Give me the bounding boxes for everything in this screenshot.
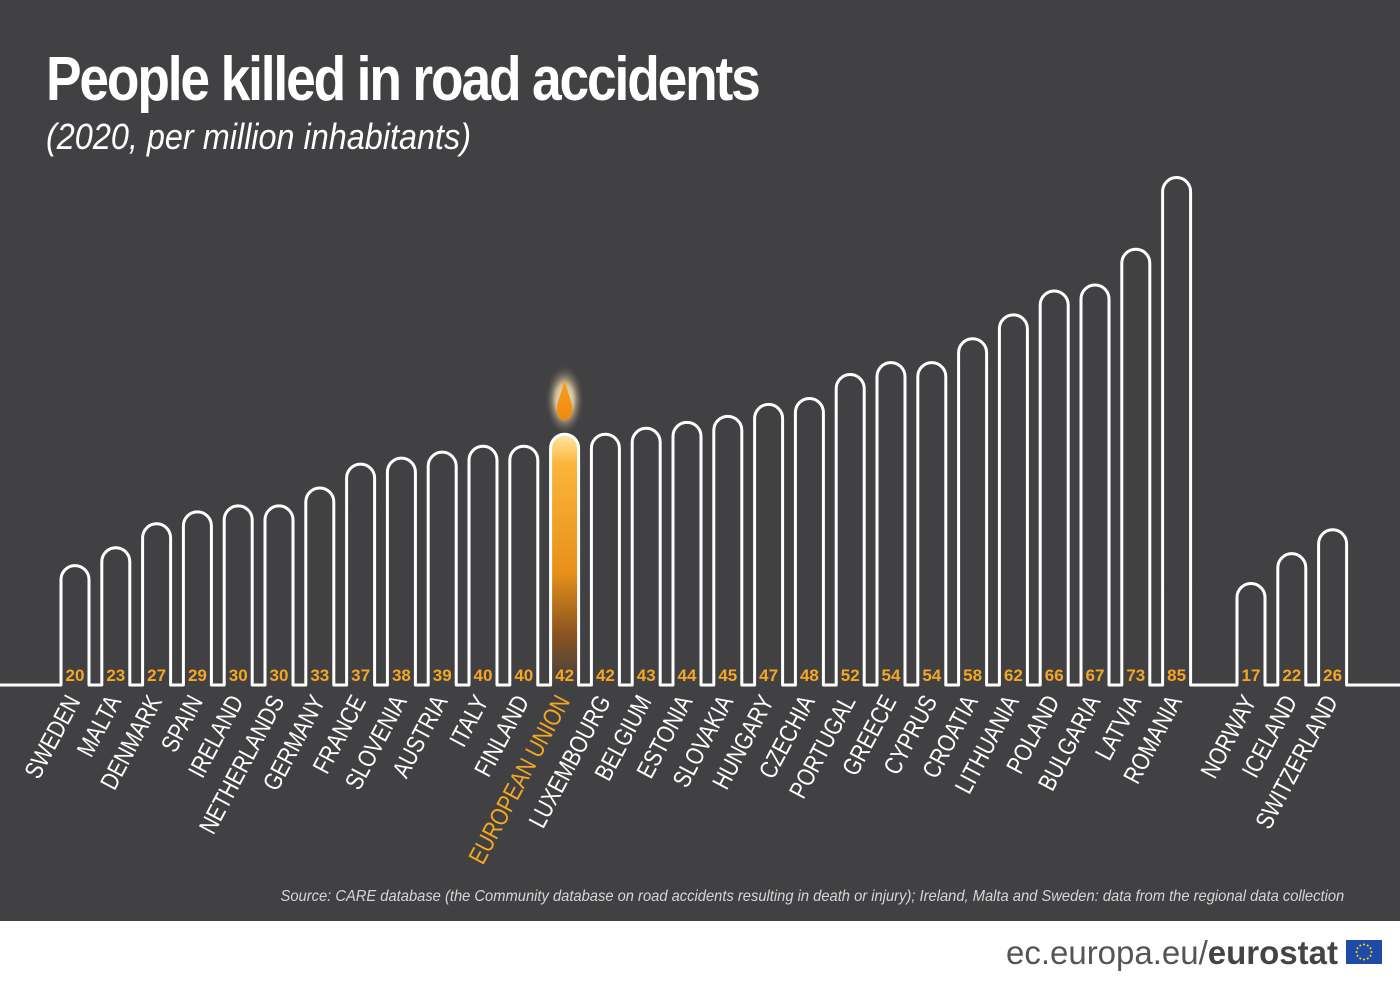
value-label-croatia: 58 [963, 666, 982, 685]
value-label-romania: 85 [1167, 666, 1186, 685]
bar-denmark [143, 524, 171, 685]
value-label-sweden: 20 [66, 666, 85, 685]
value-label-malta: 23 [106, 666, 125, 685]
value-label-european-union: 42 [555, 666, 574, 685]
bar-belgium [632, 428, 660, 685]
bar-croatia [959, 339, 987, 685]
labels-layer: 20SWEDEN23MALTA27DENMARK29SPAIN30IRELAND… [18, 666, 1343, 869]
bar-hungary [755, 404, 783, 685]
value-label-norway: 17 [1242, 666, 1261, 685]
brand-name: eurostat [1207, 934, 1338, 971]
bar-finland [510, 446, 538, 685]
bars-layer [0, 176, 1400, 687]
value-label-poland: 66 [1045, 666, 1064, 685]
value-label-spain: 29 [188, 666, 207, 685]
value-label-belgium: 43 [637, 666, 656, 685]
value-label-bulgaria: 67 [1086, 666, 1105, 685]
flame-icon [556, 378, 573, 421]
value-label-france: 37 [351, 666, 370, 685]
value-label-germany: 33 [310, 666, 329, 685]
chart-subtitle: (2020, per million inhabitants) [46, 116, 472, 157]
value-label-luxembourg: 42 [596, 666, 615, 685]
footer [0, 921, 1400, 989]
url-prefix: ec.europa.eu/ [1005, 934, 1208, 971]
bar-romania [1163, 178, 1191, 685]
bar-cyprus [918, 363, 946, 685]
bar-malta [102, 548, 130, 685]
value-label-greece: 54 [882, 666, 901, 685]
bar-poland [1040, 291, 1068, 685]
bar-bulgaria [1081, 285, 1109, 685]
bar-austria [428, 452, 456, 685]
value-label-switzerland: 26 [1323, 666, 1342, 685]
eu-flag-icon [1346, 940, 1382, 964]
value-label-slovenia: 38 [392, 666, 411, 685]
value-label-netherlands: 30 [270, 666, 289, 685]
bar-germany [306, 488, 334, 685]
bar-spain [183, 512, 211, 685]
bar-portugal [836, 375, 864, 685]
bar-greece [877, 363, 905, 685]
value-label-cyprus: 54 [922, 666, 941, 685]
candle-bar-chart: 20SWEDEN23MALTA27DENMARK29SPAIN30IRELAND… [0, 176, 1400, 869]
value-label-portugal: 52 [841, 666, 860, 685]
bar-latvia [1122, 249, 1150, 685]
value-label-italy: 40 [474, 666, 493, 685]
bar-ireland [224, 506, 252, 685]
value-label-iceland: 22 [1282, 666, 1301, 685]
bar-luxembourg [591, 434, 619, 685]
bar-slovakia [714, 416, 742, 685]
bar-slovenia [387, 458, 415, 685]
bar-netherlands [265, 506, 293, 685]
bar-czechia [795, 398, 823, 685]
value-label-lithuania: 62 [1004, 666, 1023, 685]
value-label-estonia: 44 [678, 666, 697, 685]
value-label-hungary: 47 [759, 666, 778, 685]
bar-switzerland [1319, 530, 1347, 685]
value-label-latvia: 73 [1126, 666, 1145, 685]
value-label-slovakia: 45 [718, 666, 737, 685]
category-label-sweden: SWEDEN [18, 690, 85, 783]
value-label-ireland: 30 [229, 666, 248, 685]
bar-european-union [550, 434, 579, 685]
bar-italy [469, 446, 497, 685]
bar-lithuania [999, 315, 1027, 685]
value-label-denmark: 27 [147, 666, 166, 685]
value-label-finland: 40 [514, 666, 533, 685]
value-label-czechia: 48 [800, 666, 819, 685]
source-note: Source: CARE database (the Community dat… [280, 888, 1344, 905]
eurostat-link[interactable]: ec.europa.eu/eurostat [1006, 934, 1338, 972]
bar-estonia [673, 422, 701, 685]
value-label-austria: 39 [433, 666, 452, 685]
bar-france [347, 464, 375, 685]
bars-outline [0, 176, 1400, 687]
chart-title: People killed in road accidents [46, 45, 761, 114]
